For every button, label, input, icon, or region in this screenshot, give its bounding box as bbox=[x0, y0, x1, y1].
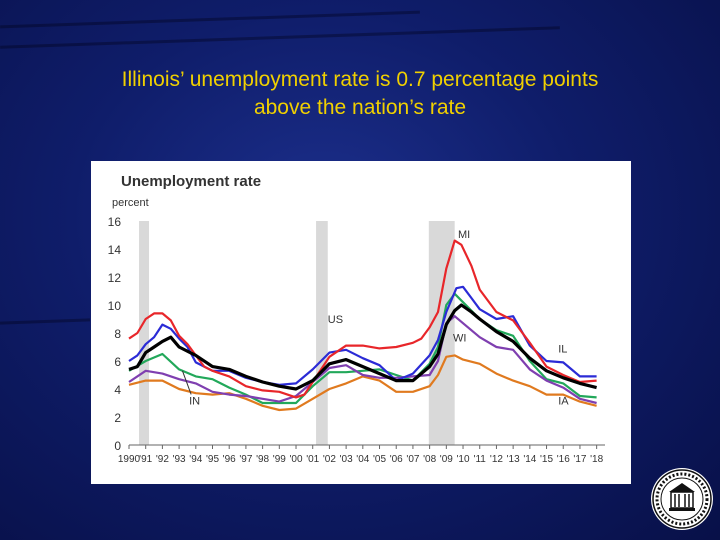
y-tick-label: 12 bbox=[108, 271, 122, 285]
series-label-wi: WI bbox=[453, 332, 466, 344]
x-tick-label: '93 bbox=[173, 454, 186, 465]
series-label-in: IN bbox=[189, 395, 200, 407]
federal-reserve-seal bbox=[651, 468, 713, 530]
series-label-il: IL bbox=[558, 344, 567, 356]
x-tick-label: '02 bbox=[323, 454, 336, 465]
y-axis-label: percent bbox=[112, 197, 149, 209]
x-tick-label: '16 bbox=[557, 454, 570, 465]
y-tick-label: 16 bbox=[108, 215, 122, 229]
x-tick-label: '01 bbox=[306, 454, 319, 465]
series-lines bbox=[128, 239, 597, 412]
x-tick-label: '05 bbox=[373, 454, 386, 465]
x-tick-label: '04 bbox=[356, 454, 369, 465]
series-line-ia bbox=[128, 354, 597, 412]
series-line-us bbox=[128, 303, 597, 391]
x-tick-label: '12 bbox=[490, 454, 503, 465]
x-tick-label: '06 bbox=[390, 454, 403, 465]
y-tick-label: 14 bbox=[108, 243, 122, 257]
x-tick-label: '08 bbox=[423, 454, 436, 465]
y-tick-label: 0 bbox=[114, 439, 121, 453]
y-tick-label: 6 bbox=[114, 355, 121, 369]
x-tick-label: '95 bbox=[206, 454, 219, 465]
x-tick-label: '10 bbox=[457, 454, 470, 465]
x-tick-label: '18 bbox=[590, 454, 603, 465]
unemployment-chart: Unemployment rate percent 0 2 4 6 8 10 12 14 16 1… bbox=[108, 173, 605, 465]
x-tick-label: '92 bbox=[156, 454, 169, 465]
x-tick-label: '97 bbox=[239, 454, 252, 465]
chart-title: Unemployment rate bbox=[121, 173, 261, 190]
x-tick-label: '03 bbox=[340, 454, 353, 465]
slide-title-line-2: above the nation’s rate bbox=[253, 96, 467, 119]
x-tick-label: '17 bbox=[573, 454, 586, 465]
series-labels: IA IN WI IL MI US bbox=[181, 229, 569, 407]
y-tick-label: 4 bbox=[114, 383, 121, 397]
slide-title-line-1: Illinois’ unemployment rate is 0.7 perce… bbox=[121, 68, 599, 91]
x-tick-label: '09 bbox=[440, 454, 453, 465]
recession-bands bbox=[139, 221, 455, 445]
background-streak bbox=[0, 318, 91, 325]
x-tick-label: 1990 bbox=[118, 454, 141, 465]
series-line-il bbox=[128, 285, 597, 386]
slide-title: Illinois’ unemployment rate is 0.7 perce… bbox=[40, 66, 680, 122]
y-tick-label: 2 bbox=[114, 411, 121, 425]
x-tick-label: '11 bbox=[474, 454, 487, 465]
series-label-mi: MI bbox=[458, 229, 470, 241]
x-tick-label: '98 bbox=[256, 454, 269, 465]
x-tick-label: '13 bbox=[507, 454, 520, 465]
x-tick-label: '94 bbox=[189, 454, 202, 465]
series-line-wi bbox=[128, 315, 597, 405]
series-line-mi bbox=[128, 239, 597, 399]
y-tick-label: 8 bbox=[114, 327, 121, 341]
chart-axes: 0 2 4 6 8 10 12 14 16 1990'91 '92 '93'94 '95 '96'97 '9… bbox=[108, 215, 605, 465]
x-tick-label: '07 bbox=[406, 454, 419, 465]
background-streak bbox=[0, 26, 560, 49]
background-streak bbox=[0, 10, 420, 29]
recession-band bbox=[139, 221, 150, 445]
x-tick-label: '14 bbox=[523, 454, 536, 465]
x-tick-label: '91 bbox=[139, 454, 152, 465]
series-label-ia: IA bbox=[558, 395, 569, 407]
y-tick-label: 10 bbox=[108, 299, 122, 313]
chart-panel: Unemployment rate percent 0 2 4 6 8 10 12 14 16 1… bbox=[91, 161, 631, 484]
x-tick-label: '99 bbox=[273, 454, 286, 465]
x-tick-label: '00 bbox=[289, 454, 302, 465]
x-tick-label: '15 bbox=[540, 454, 553, 465]
series-line-in bbox=[128, 292, 597, 405]
x-tick-label: '96 bbox=[223, 454, 236, 465]
recession-band bbox=[316, 221, 328, 445]
in-label-leader-line bbox=[181, 370, 192, 395]
series-label-us: US bbox=[328, 314, 343, 326]
